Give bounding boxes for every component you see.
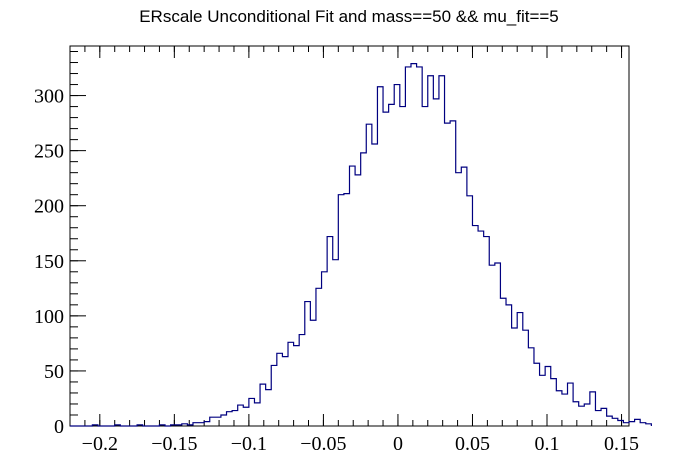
x-tick-label: −0.1 — [231, 433, 267, 455]
y-tick-label: 100 — [34, 306, 64, 328]
axis-ticks — [69, 46, 623, 427]
plot-frame — [69, 45, 630, 427]
y-tick-label: 0 — [54, 416, 64, 438]
y-tick-label: 300 — [34, 86, 64, 108]
x-tick-label: −0.05 — [300, 433, 346, 455]
x-tick-label: 0.15 — [604, 433, 639, 455]
x-tick-label: −0.2 — [82, 433, 118, 455]
y-tick-label: 250 — [34, 141, 64, 163]
y-tick-label: 50 — [44, 361, 64, 383]
y-tick-label: 200 — [34, 196, 64, 218]
x-tick-label: 0.05 — [455, 433, 490, 455]
y-tick-labels: 0 50 100 150 200 250 300 — [34, 86, 64, 438]
chart-title: ERscale Unconditional Fit and mass==50 &… — [139, 7, 559, 26]
x-tick-label: −0.15 — [151, 433, 197, 455]
x-tick-label: 0 — [393, 433, 403, 455]
x-tick-label: 0.1 — [535, 433, 560, 455]
y-tick-label: 150 — [34, 251, 64, 273]
x-tick-labels: −0.2 −0.15 −0.1 −0.05 0 0.05 0.1 0.15 — [82, 433, 639, 455]
histogram-series — [70, 63, 652, 427]
